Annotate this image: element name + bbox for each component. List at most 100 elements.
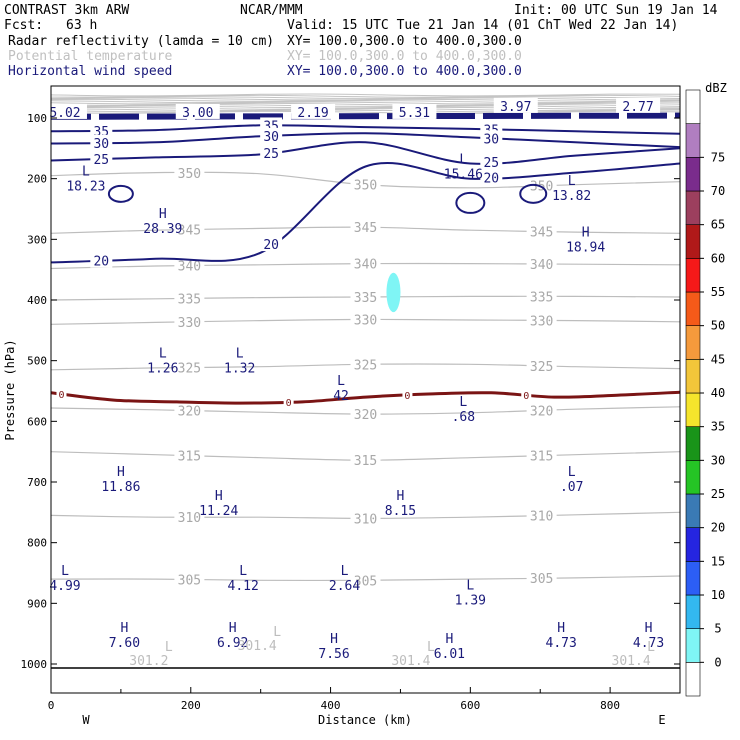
theta-label-bg	[526, 256, 557, 272]
theta-label-330-0: 330	[178, 316, 201, 331]
theta-label-bg	[350, 572, 381, 588]
theta-label-bg	[350, 406, 381, 422]
extremum-type-26: H	[445, 632, 453, 647]
y-tick-label-400: 400	[27, 294, 47, 307]
extremum-value-16: 11.24	[199, 504, 238, 519]
colorbar-label-20: 20	[711, 521, 725, 535]
wind-label-30-0: 30	[93, 137, 109, 152]
surface-theta-type-0: L	[165, 640, 173, 655]
surface-theta-type-2: L	[427, 640, 435, 655]
freezing-label-bg	[283, 396, 294, 409]
colorbar-box-3	[685, 561, 701, 596]
extremum-type-6: L	[82, 165, 90, 180]
extremum-value-11: 1.26	[147, 362, 178, 377]
upper-theta-line	[51, 94, 680, 98]
wind-label-20-2: 20	[483, 171, 499, 186]
colorbar-label-45: 45	[711, 352, 725, 366]
upper-theta-line	[51, 98, 680, 102]
freezing-label-0: 0	[58, 390, 64, 401]
theta-label-345-2: 345	[530, 225, 553, 240]
wind-label-bg	[480, 169, 503, 185]
theta-label-335-2: 335	[530, 290, 553, 305]
wind-label-bg	[90, 252, 113, 268]
colorbar-label-65: 65	[711, 218, 725, 232]
wind-label-25-1: 25	[263, 147, 279, 162]
y-tick-label-900: 900	[27, 597, 47, 610]
theta-label-315-2: 315	[530, 450, 553, 465]
extremum-type-15: H	[117, 465, 125, 480]
colorbar-box-6	[685, 460, 701, 495]
upper-theta-line	[51, 109, 680, 113]
theta-label-350-1: 350	[354, 179, 377, 194]
theta-label-335-1: 335	[354, 291, 377, 306]
colorbar: 0 5 10 15 20 25 30 35 40 45 50 55 60 65 70 75 dBZ	[685, 81, 727, 697]
theta-label-bg	[350, 176, 381, 192]
colorbar-box-4	[685, 527, 701, 562]
theta-label-320-1: 320	[354, 408, 377, 423]
extremum-value-4: 3.97	[500, 100, 531, 115]
y-tick-label-200: 200	[27, 173, 47, 186]
colorbar-box-8	[685, 392, 701, 427]
extremum-type-21: L	[341, 564, 349, 579]
theta-label-bg	[526, 507, 557, 523]
theta-label-bg	[350, 288, 381, 304]
colorbar-box-14	[685, 190, 701, 225]
reflectivity-echo	[386, 272, 401, 313]
theta-label-345-1: 345	[354, 221, 377, 236]
theta-label-325-0: 325	[178, 362, 201, 377]
upper-theta-line	[51, 105, 680, 109]
colorbar-label-55: 55	[711, 285, 725, 299]
extremum-value-13: 42	[333, 389, 349, 404]
extremum-value-7: 15.46	[444, 168, 483, 183]
field-reflectivity-xy: XY= 100.0,300.0 to 400.0,300.0	[287, 34, 522, 49]
x-tick-label-600: 600	[460, 699, 480, 712]
wind-contour-30	[51, 132, 680, 149]
west-label: W	[82, 713, 90, 727]
extremum-type-28: H	[645, 621, 653, 636]
wind-label-bg	[90, 151, 113, 167]
theta-label-335-0: 335	[178, 292, 201, 307]
theta-label-bg	[350, 311, 381, 327]
freezing-label-bg	[402, 389, 413, 402]
theta-label-325-2: 325	[530, 360, 553, 375]
theta-label-bg	[174, 257, 205, 273]
extremum-bg	[616, 97, 661, 113]
extremum-type-14: L	[459, 395, 467, 410]
freezing-label-1: 0	[286, 398, 292, 409]
theta-label-bg	[174, 447, 205, 463]
wind-contour-25	[51, 141, 680, 165]
colorbar-box-1	[685, 628, 701, 663]
wind-contour-35	[51, 124, 680, 135]
theta-label-340-0: 340	[178, 260, 201, 275]
y-tick-label-500: 500	[27, 355, 47, 368]
extremum-value-14: .68	[452, 410, 475, 425]
extremum-value-0: 5.02	[49, 106, 80, 121]
freezing-level-line	[51, 390, 680, 405]
extremum-value-6: 18.23	[66, 180, 105, 195]
surface-theta-type-3: L	[647, 640, 655, 655]
theta-label-320-0: 320	[178, 405, 201, 420]
y-tick-label-600: 600	[27, 415, 47, 428]
extremum-value-26: 6.01	[434, 647, 465, 662]
colorbar-label-35: 35	[711, 420, 725, 434]
extremum-value-2: 2.19	[297, 106, 328, 121]
surface-theta-value-3: 301.4	[612, 654, 651, 669]
wind-closed-contour	[455, 191, 486, 214]
x-tick-label-400: 400	[321, 699, 341, 712]
extremum-value-20: 4.12	[228, 579, 259, 594]
colorbar-box-13	[685, 224, 701, 259]
surface-theta-type-1: L	[273, 625, 281, 640]
extremum-type-17: H	[397, 489, 405, 504]
extremum-value-9: 28.39	[143, 222, 182, 237]
extremum-type-20: L	[239, 564, 247, 579]
x-tick-label-800: 800	[600, 699, 620, 712]
extremum-value-25: 7.56	[318, 647, 349, 662]
theta-label-325-1: 325	[354, 358, 377, 373]
wind-contour-layer: 353535303030252525202020	[51, 112, 680, 270]
wind-contour-20	[51, 161, 680, 264]
extremum-value-27: 4.73	[546, 636, 577, 651]
upper-theta-line	[51, 108, 680, 112]
extremum-value-15: 11.86	[101, 480, 140, 495]
theta-label-bg	[350, 255, 381, 271]
